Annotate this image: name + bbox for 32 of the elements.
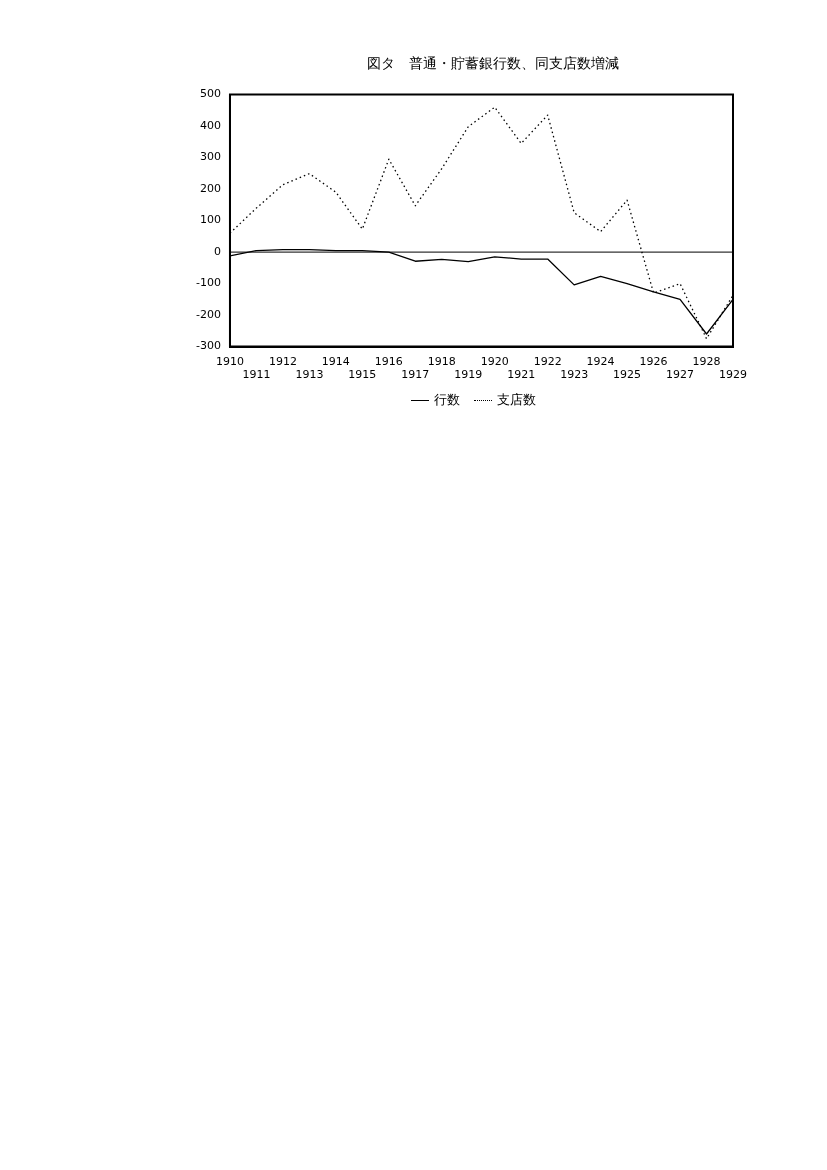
chart-title: 図タ 普通・貯蓄銀行数、同支店数増減: [366, 55, 620, 73]
x-tick-label: 1913: [295, 368, 324, 382]
y-tick-label: -100: [196, 276, 221, 290]
x-tick-label: 1919: [454, 368, 483, 382]
x-tick-label: 1927: [666, 368, 695, 382]
x-tick-label: 1923: [560, 368, 589, 382]
x-tick-label: 1928: [692, 355, 721, 369]
x-tick-label: 1918: [427, 355, 456, 369]
x-tick-label: 1920: [480, 355, 509, 369]
y-tick-label: 500: [199, 87, 221, 101]
x-tick-label: 1914: [321, 355, 350, 369]
legend-label: 支店数: [496, 391, 536, 409]
x-tick-label: 1922: [533, 355, 562, 369]
y-tick-label: 300: [199, 150, 221, 164]
x-tick-label: 1916: [374, 355, 403, 369]
y-tick-label: 100: [199, 213, 221, 227]
x-tick-label: 1921: [507, 368, 536, 382]
y-tick-label: 400: [199, 118, 221, 132]
x-tick-label: 1915: [348, 368, 377, 382]
y-tick-label: -300: [196, 339, 221, 353]
x-tick-label: 1911: [242, 368, 271, 382]
y-tick-label: -200: [196, 307, 221, 321]
x-tick-label: 1912: [268, 355, 297, 369]
x-tick-label: 1910: [215, 355, 244, 369]
x-tick-label: 1924: [586, 355, 615, 369]
y-tick-label: 200: [199, 181, 221, 195]
y-tick-label: 0: [213, 244, 221, 258]
x-tick-label: 1917: [401, 368, 430, 382]
x-tick-label: 1929: [719, 368, 747, 382]
x-tick-label: 1926: [639, 355, 668, 369]
x-tick-label: 1925: [613, 368, 642, 382]
legend-label: 行数: [433, 391, 460, 409]
